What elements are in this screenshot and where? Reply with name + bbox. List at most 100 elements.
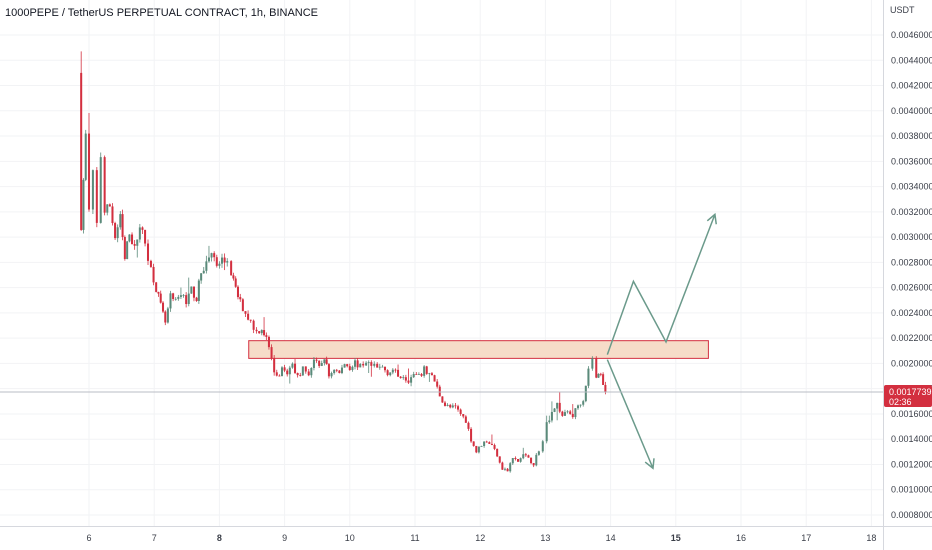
candle-body: [381, 366, 384, 368]
candle-body: [280, 367, 284, 377]
candle-body: [133, 244, 136, 246]
candle-body: [558, 402, 561, 412]
candle-body: [576, 405, 580, 409]
candle-body: [236, 286, 240, 298]
candle-body: [582, 401, 585, 405]
candle-body: [299, 375, 302, 376]
candle-body: [389, 372, 392, 376]
candle-body: [367, 362, 370, 363]
candles-layer: [80, 51, 607, 473]
candle-body: [556, 402, 559, 409]
x-tick-label: 11: [410, 533, 419, 543]
y-tick-label: 0.0008000: [891, 510, 932, 520]
candle-body: [210, 253, 213, 258]
candle-body: [239, 297, 242, 300]
candle-body: [550, 411, 553, 421]
candle-body: [327, 364, 330, 377]
bullish-arrow-head: [706, 212, 717, 225]
candle-body: [571, 413, 574, 418]
x-axis-ticks[interactable]: 6 7 8 9 10 11 12 13 14 15 16 17 18: [86, 533, 876, 543]
y-tick-label: 0.0024000: [891, 308, 932, 318]
candle-body: [548, 420, 551, 423]
last-price-value: 0.0017739: [889, 387, 932, 397]
y-tick-label: 0.0030000: [891, 232, 932, 242]
candle-body: [275, 372, 278, 376]
candle-body: [294, 363, 297, 373]
candle-body: [511, 457, 514, 464]
projection-layer: [606, 212, 717, 470]
candle-body: [265, 335, 268, 337]
candle-body: [207, 257, 210, 262]
candle-body: [490, 443, 493, 445]
candle-body: [258, 331, 261, 334]
candle-body: [260, 330, 263, 334]
candle-body: [252, 320, 255, 330]
candle-body: [263, 330, 266, 336]
candle-body: [111, 206, 114, 224]
candle-body: [587, 368, 590, 386]
y-tick-label: 0.0010000: [891, 485, 932, 495]
candle-body: [91, 170, 94, 210]
candle-body: [190, 286, 193, 294]
candle-body: [136, 239, 139, 246]
candle-body: [599, 373, 602, 375]
candle-body: [480, 446, 483, 447]
bearish-projection-line: [606, 359, 654, 469]
candle-body: [177, 296, 180, 299]
candle-body: [141, 227, 144, 230]
candle-body: [320, 363, 323, 366]
candle-body: [420, 373, 423, 376]
candle-body: [464, 416, 467, 423]
candle-body: [95, 170, 98, 223]
candle-body: [430, 373, 433, 376]
candle-body: [255, 329, 258, 332]
price-axis-panel[interactable]: [883, 0, 932, 550]
candle-body: [602, 374, 605, 385]
candle-body: [338, 370, 341, 374]
candle-body: [205, 261, 208, 271]
candle-body: [532, 463, 535, 466]
candle-body: [278, 375, 281, 377]
candle-body: [522, 454, 525, 459]
candle-body: [230, 261, 233, 276]
candle-body: [232, 275, 235, 279]
candle-body: [370, 362, 373, 366]
candle-body: [488, 442, 491, 444]
candle-body: [182, 295, 185, 296]
resistance-zone-layer: [248, 340, 709, 359]
candle-body: [459, 409, 462, 415]
candle-body: [537, 451, 540, 455]
candle-body: [351, 366, 354, 371]
candle-body: [80, 72, 83, 230]
candle-body: [121, 214, 124, 238]
candle-body: [315, 359, 318, 361]
y-tick-label: 0.0022000: [891, 333, 932, 343]
candle-body: [402, 377, 405, 379]
x-tick-label: 10: [345, 533, 355, 543]
candle-body: [454, 405, 457, 407]
candle-body: [353, 360, 357, 367]
candle-body: [365, 362, 368, 366]
x-tick-label: 15: [671, 533, 681, 543]
x-tick-label: 18: [866, 533, 876, 543]
candle-body: [579, 404, 582, 406]
candle-body: [417, 373, 420, 375]
candle-body: [604, 384, 607, 392]
candle-body: [131, 234, 134, 245]
candle-body: [138, 227, 141, 240]
candle-body: [164, 311, 167, 323]
candle-body: [296, 372, 299, 376]
candle-body: [519, 458, 522, 462]
candle-body: [155, 282, 158, 292]
candle-body: [462, 414, 465, 417]
candle-body: [574, 408, 577, 418]
candle-body: [333, 369, 336, 374]
candle-body: [483, 441, 486, 447]
candle-body: [470, 428, 473, 442]
candle-body: [443, 402, 447, 406]
candle-body: [441, 396, 444, 403]
candle-body: [114, 223, 117, 239]
candle-body: [286, 370, 289, 375]
candle-body: [244, 311, 247, 314]
